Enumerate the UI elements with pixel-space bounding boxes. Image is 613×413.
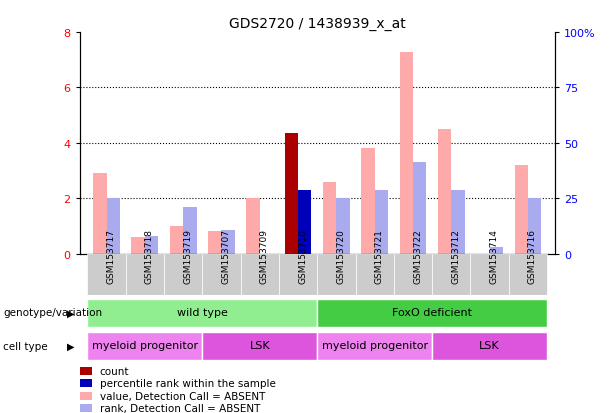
Text: percentile rank within the sample: percentile rank within the sample <box>100 378 276 388</box>
Bar <box>337 199 350 254</box>
Bar <box>126 254 164 295</box>
Bar <box>509 254 547 295</box>
Bar <box>318 254 356 295</box>
Bar <box>432 332 547 360</box>
Text: GSM153714: GSM153714 <box>490 229 498 283</box>
Bar <box>318 299 547 327</box>
Text: FoxO deficient: FoxO deficient <box>392 307 472 317</box>
Bar <box>80 379 93 387</box>
Bar <box>241 254 279 295</box>
Text: GSM153710: GSM153710 <box>298 229 307 283</box>
Text: GSM153722: GSM153722 <box>413 229 422 283</box>
Text: GSM153707: GSM153707 <box>221 229 230 283</box>
Bar <box>318 332 432 360</box>
Text: myeloid progenitor: myeloid progenitor <box>322 340 428 350</box>
Text: GSM153716: GSM153716 <box>528 229 537 283</box>
Bar <box>394 254 432 295</box>
Text: wild type: wild type <box>177 307 227 317</box>
Bar <box>87 332 202 360</box>
Bar <box>208 232 221 254</box>
Bar <box>87 299 318 327</box>
Text: genotype/variation: genotype/variation <box>3 308 102 318</box>
Bar <box>284 134 298 254</box>
Bar <box>413 163 427 254</box>
Bar <box>107 199 120 254</box>
Title: GDS2720 / 1438939_x_at: GDS2720 / 1438939_x_at <box>229 17 406 31</box>
Text: GSM153720: GSM153720 <box>337 229 345 283</box>
Bar <box>202 332 318 360</box>
Text: LSK: LSK <box>249 340 270 350</box>
Text: GSM153721: GSM153721 <box>375 229 384 283</box>
Bar <box>221 230 235 254</box>
Text: LSK: LSK <box>479 340 500 350</box>
Bar <box>490 247 503 254</box>
Bar <box>451 190 465 254</box>
Bar <box>80 392 93 400</box>
Text: rank, Detection Call = ABSENT: rank, Detection Call = ABSENT <box>100 403 260 413</box>
Bar <box>528 199 541 254</box>
Bar <box>438 130 451 254</box>
Text: value, Detection Call = ABSENT: value, Detection Call = ABSENT <box>100 391 265 401</box>
Text: GSM153712: GSM153712 <box>451 229 460 283</box>
Bar <box>93 174 107 254</box>
Bar <box>279 254 318 295</box>
Bar <box>164 254 202 295</box>
Text: cell type: cell type <box>3 341 48 351</box>
Bar <box>400 52 413 254</box>
Bar <box>80 367 93 375</box>
Bar <box>80 404 93 412</box>
Bar <box>375 190 388 254</box>
Text: ▶: ▶ <box>67 341 75 351</box>
Text: count: count <box>100 366 129 376</box>
Text: GSM153717: GSM153717 <box>107 229 115 283</box>
Text: ▶: ▶ <box>67 308 75 318</box>
Bar <box>471 254 509 295</box>
Bar <box>514 166 528 254</box>
Bar <box>87 254 126 295</box>
Text: GSM153709: GSM153709 <box>260 229 268 283</box>
Text: myeloid progenitor: myeloid progenitor <box>92 340 198 350</box>
Bar <box>361 149 375 254</box>
Bar <box>202 254 241 295</box>
Text: GSM153719: GSM153719 <box>183 229 192 283</box>
Bar <box>145 236 158 254</box>
Bar <box>170 226 183 254</box>
Bar <box>183 207 197 254</box>
Bar <box>131 237 145 254</box>
Bar <box>246 199 260 254</box>
Bar <box>323 182 337 254</box>
Text: GSM153718: GSM153718 <box>145 229 154 283</box>
Bar <box>298 190 311 254</box>
Bar <box>432 254 471 295</box>
Bar <box>356 254 394 295</box>
